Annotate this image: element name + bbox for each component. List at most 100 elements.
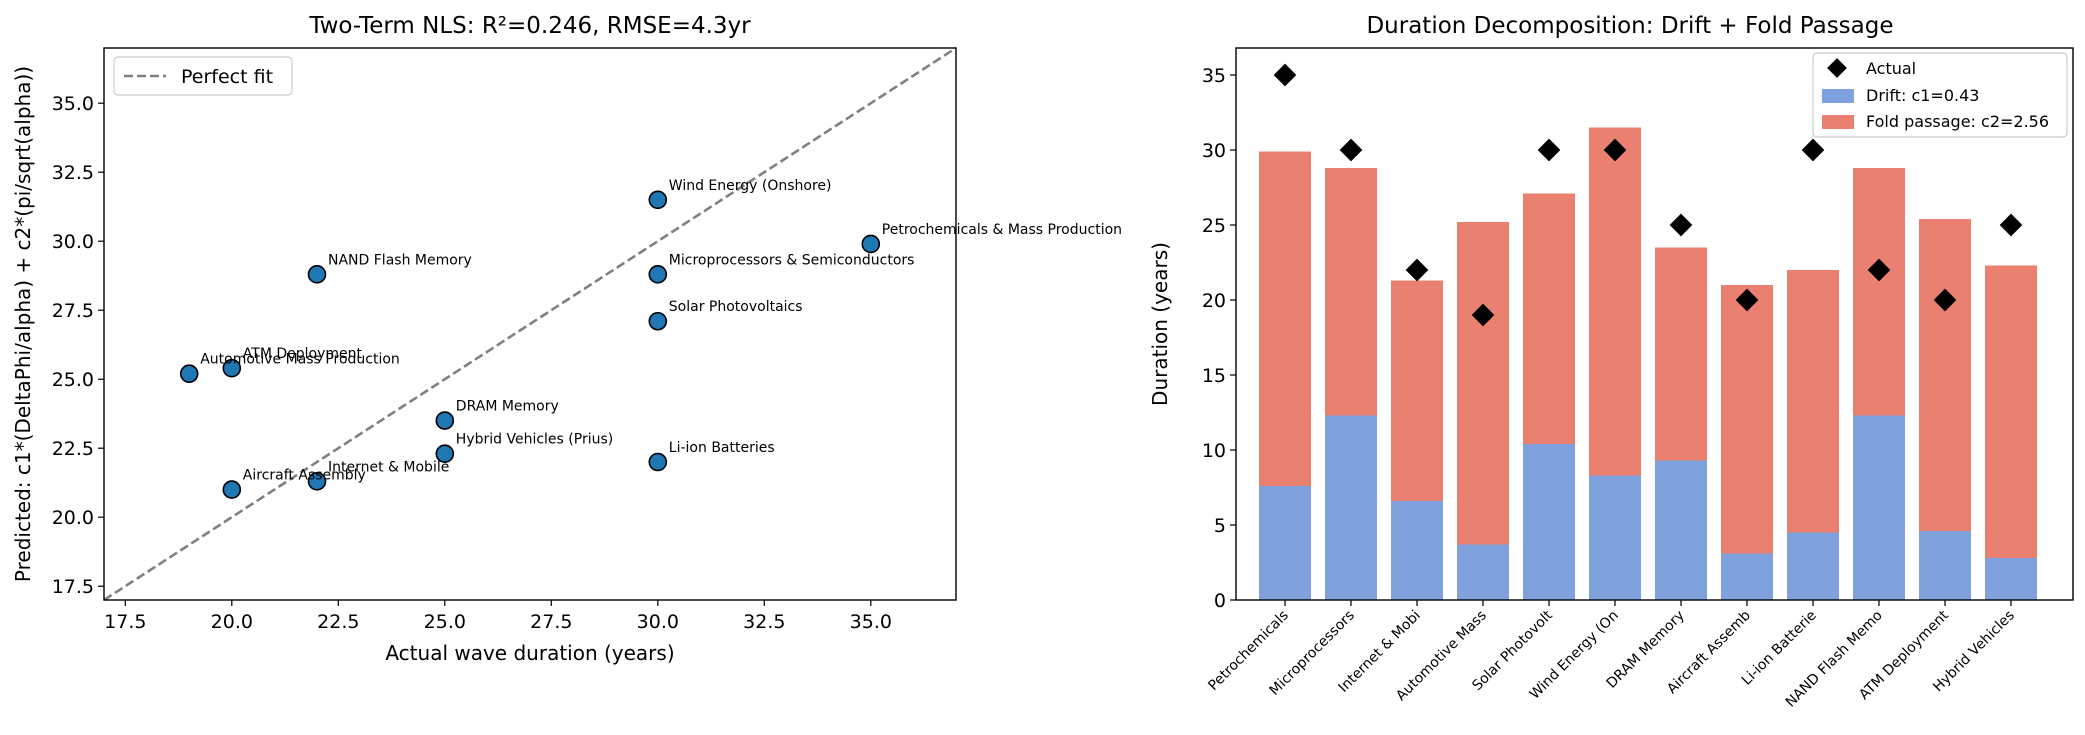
drift-bar-automotive-mass	[1457, 544, 1509, 600]
actual-marker-petrochemicals	[1273, 63, 1297, 87]
annotation-petrochemicals-mass-production: Petrochemicals & Mass Production	[882, 222, 1122, 238]
scatter-y-tick-label: 35.0	[52, 93, 94, 115]
bar-y-tick-label: 30	[1202, 140, 1226, 162]
fold-bar-nand-flash-memo	[1853, 168, 1905, 416]
drift-bar-solar-photovolt	[1523, 444, 1575, 600]
legend-drift-swatch	[1822, 89, 1854, 103]
scatter-y-tick-label: 25.0	[52, 369, 94, 391]
legend-perfect-fit-label: Perfect fit	[181, 66, 273, 88]
fold-bar-wind-energy-on	[1589, 127, 1641, 476]
actual-marker-microprocessors	[1339, 138, 1363, 162]
bar-y-ticks: 0 5 10 15 20 25 30 35	[1202, 65, 1236, 612]
bar-y-tick-label: 20	[1202, 290, 1226, 312]
scatter-y-ticks: 17.5 20.0 22.5 25.0 27.5 30.0 32.5 35.0	[52, 93, 104, 598]
fold-bar-internet-mobi	[1391, 280, 1443, 501]
legend-fold-swatch	[1822, 115, 1854, 129]
drift-bar-wind-energy-on	[1589, 475, 1641, 600]
annotation-microprocessors-semiconductors: Microprocessors & Semiconductors	[669, 252, 915, 268]
drift-bar-microprocessors	[1325, 415, 1377, 600]
point-li-ion-batteries	[648, 452, 668, 472]
drift-bar-petrochemicals	[1259, 486, 1311, 600]
bar-panel: Duration Decomposition: Drift + Fold Pas…	[1148, 13, 2074, 711]
scatter-x-tick-label: 20.0	[211, 611, 253, 633]
scatter-x-label: Actual wave duration (years)	[385, 641, 674, 665]
scatter-y-label: Predicted: c1*(DeltaPhi/alpha) + c2*(pi/…	[11, 66, 35, 582]
point-aircraft-assembly	[222, 480, 242, 499]
scatter-x-tick-label: 30.0	[637, 611, 679, 633]
drift-bar-nand-flash-memo	[1853, 415, 1905, 600]
point-automotive-mass-production	[179, 364, 199, 383]
annotation-hybrid-vehicles-prius: Hybrid Vehicles (Prius)	[456, 432, 613, 448]
scatter-y-tick-label: 27.5	[52, 300, 94, 322]
point-nand-flash-memory	[307, 265, 327, 284]
scatter-y-tick-label: 17.5	[52, 576, 94, 598]
point-dram-memory	[435, 411, 455, 430]
scatter-x-tick-label: 32.5	[743, 611, 785, 633]
legend-drift-label: Drift: c1=0.43	[1866, 86, 1979, 105]
annotation-atm-deployment: ATM Deployment	[243, 346, 363, 362]
point-wind-energy-onshore	[648, 190, 668, 210]
actual-marker-dram-memory	[1669, 213, 1693, 237]
actual-marker-li-ion-batterie	[1801, 138, 1825, 162]
point-atm-deployment	[222, 358, 242, 378]
bar-series	[1259, 127, 2037, 600]
bar-legend-box	[1812, 52, 2068, 138]
annotation-automotive-mass-production: Automotive Mass Production	[200, 352, 400, 368]
annotation-dram-memory: DRAM Memory	[456, 399, 559, 415]
scatter-y-tick-label: 32.5	[52, 162, 94, 184]
scatter-x-tick-label: 25.0	[424, 611, 466, 633]
legend-actual-label: Actual	[1866, 59, 1916, 78]
actual-marker-nand-flash-memo	[1867, 258, 1891, 282]
annotation-wind-energy-onshore: Wind Energy (Onshore)	[669, 178, 832, 194]
scatter-title: Two-Term NLS: R²=0.246, RMSE=4.3yr	[308, 13, 751, 39]
bar-y-tick-label: 25	[1202, 215, 1226, 237]
bar-legend: Actual Drift: c1=0.43 Fold passage: c2=2…	[1812, 52, 2068, 138]
annotation-li-ion-batteries: Li-ion Batteries	[669, 440, 775, 456]
scatter-x-tick-label: 27.5	[530, 611, 572, 633]
scatter-x-ticks: 17.5 20.0 22.5 25.0 27.5 30.0 32.5 35.0	[104, 600, 892, 633]
scatter-legend: Perfect fit	[113, 56, 293, 96]
fold-bar-atm-deployment	[1919, 219, 1971, 531]
annotation-solar-photovoltaics: Solar Photovoltaics	[669, 299, 803, 315]
actual-marker-solar-photovolt	[1537, 138, 1561, 162]
legend-actual-diamond	[1827, 58, 1847, 78]
bar-axes-frame	[1235, 47, 2074, 601]
scatter-x-tick-label: 22.5	[317, 611, 359, 633]
actual-marker-aircraft-assemb	[1735, 288, 1759, 312]
fold-bar-automotive-mass	[1457, 222, 1509, 545]
scatter-x-tick-label: 35.0	[850, 611, 892, 633]
fold-bar-aircraft-assemb	[1721, 285, 1773, 554]
bar-y-tick-label: 10	[1202, 440, 1226, 462]
perfect-fit-line	[103, 46, 957, 602]
point-hybrid-vehicles-prius	[435, 444, 455, 464]
point-solar-photovoltaics	[648, 311, 668, 331]
bar-y-label: Duration (years)	[1148, 242, 1172, 406]
point-microprocessors-semiconductors	[648, 265, 668, 284]
bar-y-tick-label: 15	[1202, 365, 1226, 387]
legend-fold-label: Fold passage: c2=2.56	[1866, 112, 2049, 131]
drift-bar-internet-mobi	[1391, 501, 1443, 600]
drift-bar-atm-deployment	[1919, 531, 1971, 600]
actual-marker-hybrid-vehicles	[1999, 213, 2023, 237]
bar-y-tick-label: 5	[1214, 515, 1226, 537]
fold-bar-petrochemicals	[1259, 151, 1311, 486]
fold-bar-hybrid-vehicles	[1985, 265, 2037, 558]
scatter-panel: Two-Term NLS: R²=0.246, RMSE=4.3yr Petro…	[11, 13, 1122, 665]
scatter-annotations: Petrochemicals & Mass Production Micropro…	[200, 178, 1122, 484]
fold-bar-solar-photovolt	[1523, 193, 1575, 444]
scatter-y-tick-label: 20.0	[52, 507, 94, 529]
scatter-legend-box	[113, 56, 293, 96]
annotation-internet-mobile: Internet & Mobile	[328, 459, 449, 475]
drift-bar-hybrid-vehicles	[1985, 558, 2037, 600]
actual-marker-automotive-mass	[1471, 303, 1495, 327]
scatter-y-tick-label: 30.0	[52, 231, 94, 253]
point-internet-mobile	[307, 472, 327, 491]
scatter-axes-frame	[103, 47, 957, 601]
actual-marker-atm-deployment	[1933, 288, 1957, 312]
actual-marker-internet-mobi	[1405, 258, 1429, 282]
scatter-points	[179, 190, 881, 499]
drift-bar-dram-memory	[1655, 460, 1707, 600]
fold-bar-dram-memory	[1655, 247, 1707, 461]
